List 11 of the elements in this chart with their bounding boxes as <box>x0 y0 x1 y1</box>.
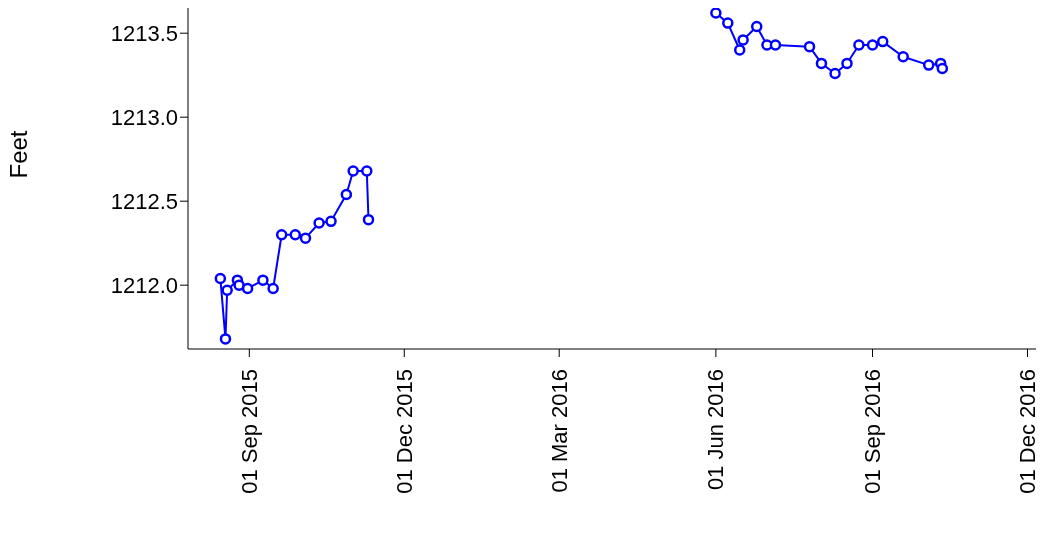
y-tick-label: 1212.5 <box>110 188 178 214</box>
y-tick-label: 1213.0 <box>110 105 178 130</box>
y-tick-label: 1212.0 <box>110 272 178 298</box>
y-axis-title: Feet <box>4 130 32 179</box>
y-tick-label: 1213.5 <box>110 21 178 47</box>
x-tick-label: 01 Jun 2016 <box>703 369 729 491</box>
x-tick-label: 01 Dec 2015 <box>391 369 417 494</box>
x-tick-label: 01 Mar 2016 <box>546 369 572 493</box>
x-tick-label: 01 Dec 2016 <box>1014 369 1040 494</box>
x-tick-label: 01 Sep 2016 <box>860 369 886 494</box>
x-tick-label: 01 Sep 2015 <box>236 369 262 494</box>
